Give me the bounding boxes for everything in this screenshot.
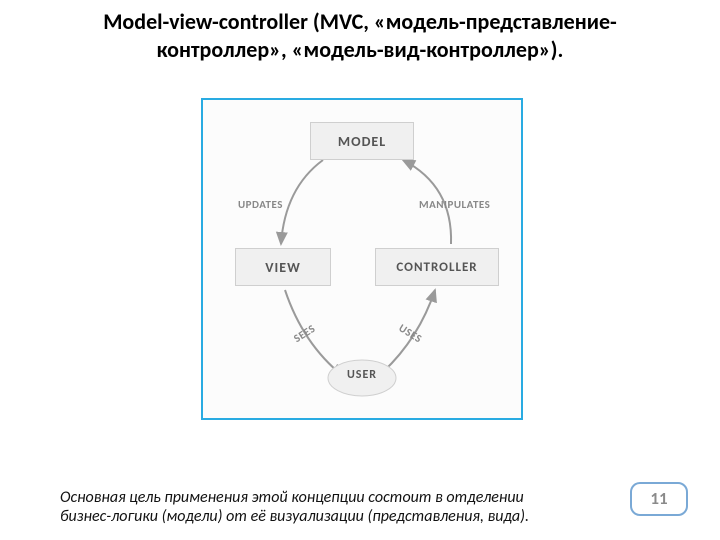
node-user: USER (337, 368, 387, 382)
edge-label-manipulates: MANIPULATES (419, 198, 490, 211)
title-paren: ( (308, 8, 320, 35)
node-controller: CONTROLLER (375, 248, 499, 286)
title-prefix: Model-view-controller (103, 8, 308, 35)
node-view: VIEW (235, 248, 331, 286)
mvc-diagram: MODEL VIEW CONTROLLER USER UPDATES MANIP… (201, 98, 523, 420)
title-abbrev: MVC (320, 8, 363, 35)
node-controller-label: CONTROLLER (396, 260, 477, 275)
edge-label-updates: UPDATES (238, 198, 283, 211)
node-view-label: VIEW (265, 259, 301, 276)
slide-caption: Основная цель применения этой концепции … (60, 488, 560, 526)
node-user-label: USER (347, 368, 377, 382)
slide-title: Model-view-controller (MVC, «модель-пред… (0, 0, 720, 63)
node-model-label: MODEL (338, 133, 386, 150)
page-number: 11 (630, 482, 688, 516)
node-model: MODEL (310, 122, 414, 160)
